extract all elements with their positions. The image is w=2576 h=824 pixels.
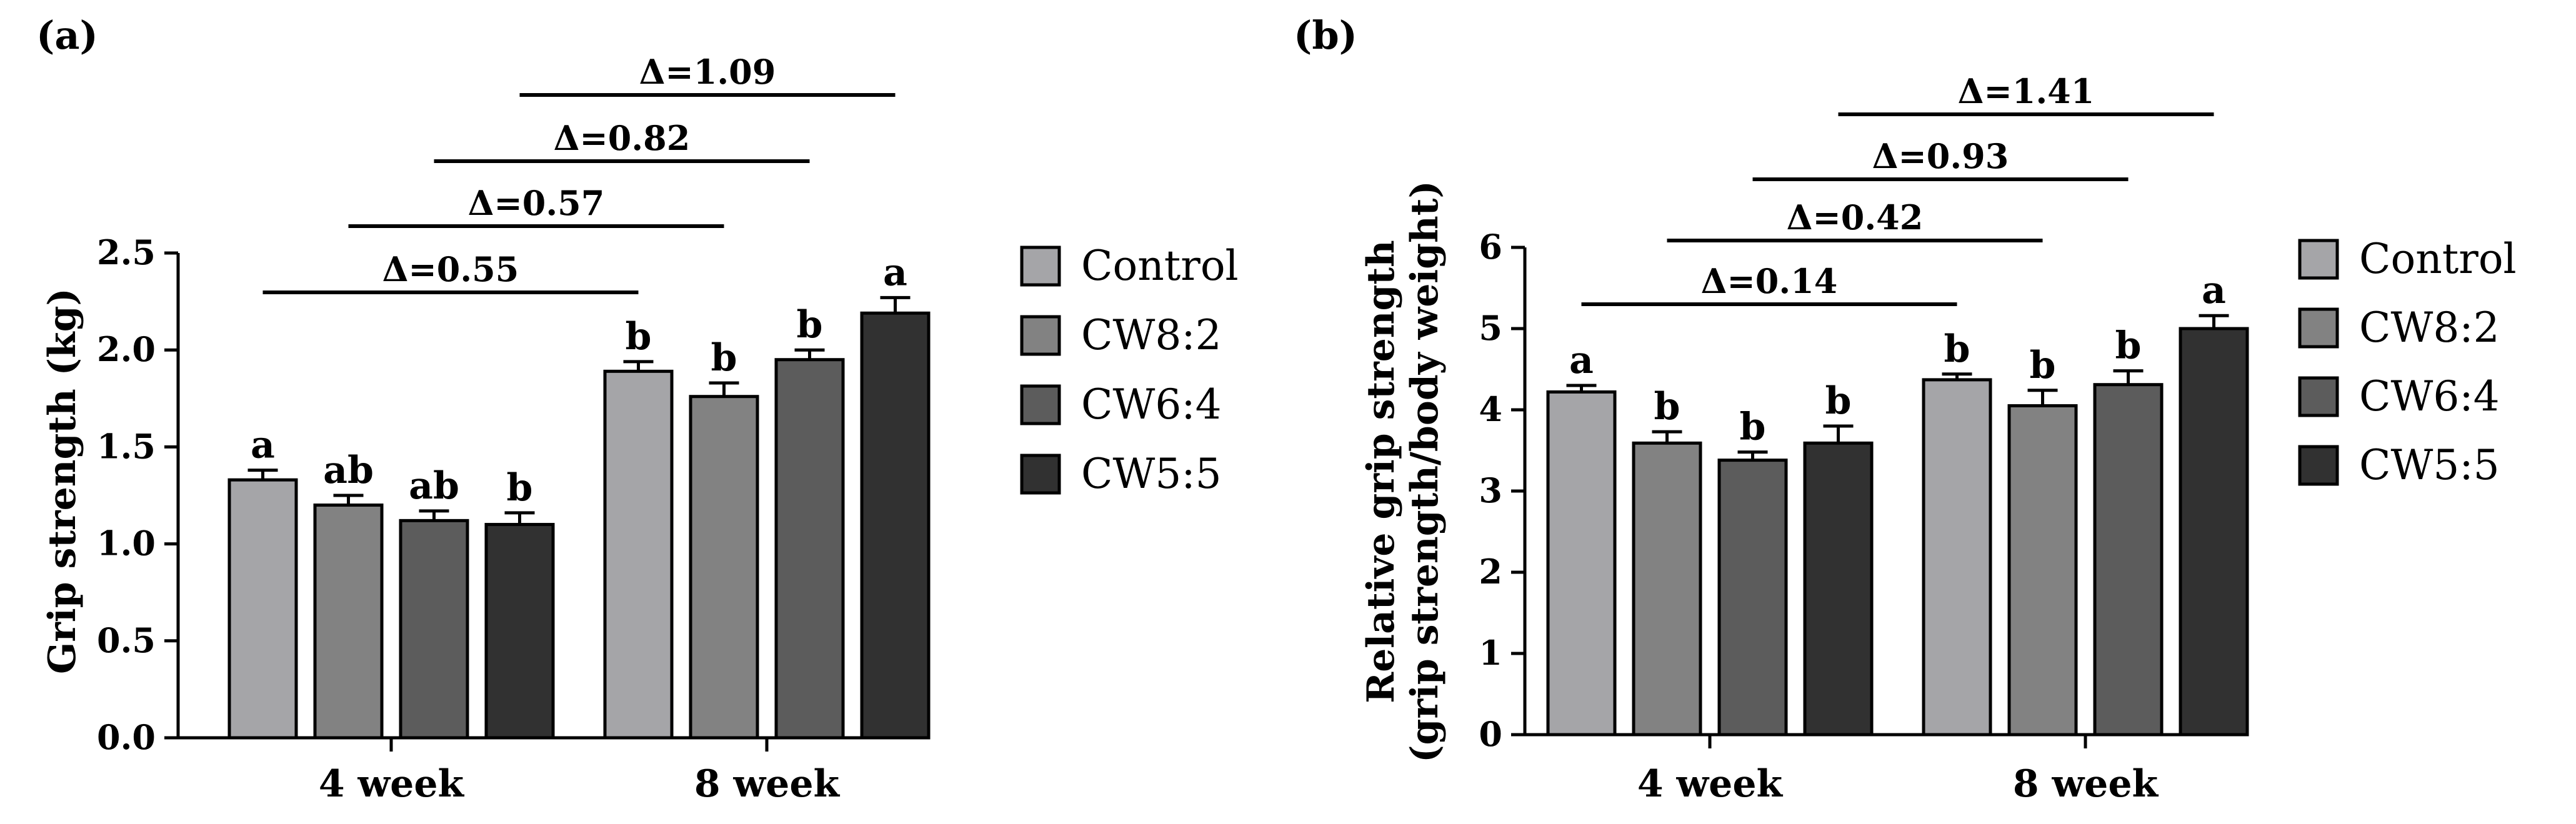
y-tick-label-a: 1.5 [97,426,156,466]
legend-label-b: Control [2359,235,2517,283]
y-tick-label-b: 1 [1479,633,1502,673]
y-tick-label-b: 0 [1479,714,1502,754]
x-category-label-b: 4 week [1637,762,1784,806]
panel-a: (a) Grip strength (kg) 0.0 0.5 1.0 1.5 2.0 2.… [36,12,1239,806]
bar-a [484,523,555,740]
x-category-label-a: 4 week [319,762,465,806]
y-tick-label-b: 2 [1479,552,1502,592]
panel-a-y-axis-title: Grip strength (kg) [41,288,84,674]
bar-a [399,519,469,740]
bar-b [1546,390,1617,737]
x-category-label-b: 8 week [2013,762,2159,806]
y-tick-label-b: 4 [1479,389,1502,429]
bar-a [689,395,759,740]
comparison-delta-label-a: Δ=0.57 [468,183,605,223]
significance-letter-b: b [1654,385,1680,429]
bar-b [1717,459,1788,737]
comparison-delta-label-a: Δ=1.09 [639,52,776,92]
panel-b-y-axis-title-line-1: Relative grip strength [1359,240,1403,703]
bar-b [2007,404,2078,737]
comparison-delta-label-a: Δ=0.82 [554,118,691,158]
significance-letter-b: b [1825,379,1852,423]
legend-swatch-b [2298,445,2339,486]
legend-swatch-a [1020,246,1061,287]
bar-a [860,311,931,740]
comparison-delta-label-b: Δ=0.93 [1872,136,2009,176]
legend-swatch-a [1020,454,1061,495]
legend-swatch-b [2298,376,2339,417]
y-tick-label-b: 6 [1479,227,1502,267]
comparison-delta-label-b: Δ=0.42 [1787,197,1924,237]
legend-label-a: CW6:4 [1081,380,1222,429]
significance-letter-b: b [1740,405,1766,449]
bar-a [774,358,845,740]
bar-b [1632,441,1702,737]
x-category-label-a: 8 week [694,762,841,806]
y-tick-label-a: 0.5 [97,620,156,660]
comparison-delta-label-b: Δ=0.14 [1701,261,1838,301]
significance-letter-b: b [2030,344,2056,387]
significance-letter-b: b [1944,327,1970,371]
bar-a [227,478,298,740]
y-tick-label-a: 1.0 [97,524,156,563]
legend-swatch-b [2298,307,2339,349]
bar-b [1803,441,1874,737]
significance-letter-a: ab [409,464,459,508]
significance-letter-a: b [507,466,533,510]
legend-swatch-a [1020,315,1061,356]
significance-letter-a: a [251,424,275,467]
significance-letter-b: a [2202,269,2226,312]
panel-b-label: (b) [1294,12,1357,58]
legend-label-a: CW5:5 [1081,450,1222,498]
y-tick-label-a: 2.5 [97,232,156,272]
legend-swatch-a [1020,384,1061,425]
y-tick-label-a: 0.0 [97,717,156,757]
legend-label-b: CW8:2 [2359,304,2500,352]
legend-label-a: CW8:2 [1081,311,1222,359]
significance-letter-a: ab [323,449,374,492]
bar-a [313,504,384,740]
legend-label-a: Control [1081,242,1239,290]
panel-a-label: (a) [36,12,98,58]
comparison-delta-label-a: Δ=0.55 [382,249,519,289]
bar-b [1922,378,1992,737]
bar-b [2093,383,2164,737]
legend-label-b: CW6:4 [2359,372,2500,420]
y-tick-label-a: 2.0 [97,329,156,369]
significance-letter-a: b [711,336,737,380]
legend-swatch-b [2298,239,2339,280]
significance-letter-b: b [2115,324,2142,368]
panel-b: (b) Relative grip strength (grip strengt… [1294,12,2517,806]
significance-letter-b: a [1569,339,1594,382]
comparison-delta-label-b: Δ=1.41 [1958,71,2095,111]
significance-letter-a: a [883,251,907,294]
panel-b-y-axis-title-line-2: (grip strength/body weight) [1403,181,1447,763]
significance-letter-a: b [797,303,823,347]
significance-letter-a: b [626,315,652,359]
bar-a [603,369,674,740]
bar-b [2179,327,2249,737]
legend-label-b: CW5:5 [2359,441,2500,489]
y-tick-label-b: 3 [1479,470,1502,510]
y-tick-label-b: 5 [1479,308,1502,348]
